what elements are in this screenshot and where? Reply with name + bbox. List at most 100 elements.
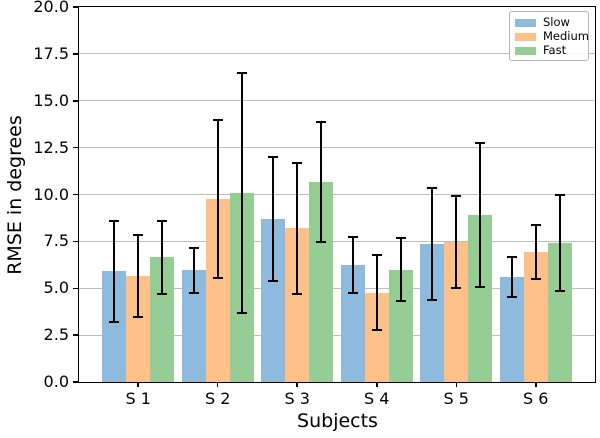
error-bar-line	[399, 237, 402, 302]
x-tick-mark	[376, 382, 378, 387]
bar-fast-S6	[547, 243, 572, 382]
error-bar-cap-top	[451, 195, 462, 198]
bar-medium-S5	[444, 242, 469, 382]
x-tick-label: S 6	[523, 389, 549, 408]
x-tick-label: S 4	[364, 389, 390, 408]
bar-slow-S1	[102, 271, 127, 382]
error-bar-cap-top	[506, 256, 517, 259]
y-tick-mark	[72, 334, 78, 336]
error-bar-cap-top	[347, 235, 358, 238]
y-tick-label: 12.5	[33, 137, 69, 157]
y-tick-mark	[72, 6, 78, 8]
error-bar-cap-bottom	[188, 291, 199, 294]
error-bar-cap-bottom	[157, 292, 168, 295]
error-bar-line	[479, 142, 482, 288]
error-bar-cap-top	[316, 121, 327, 124]
y-tick-mark	[72, 193, 78, 196]
y-tick-label: 0.0	[43, 372, 69, 391]
bar-medium-S1	[126, 276, 151, 382]
x-tick-label: S 2	[205, 389, 231, 408]
error-bar-cap-top	[371, 254, 382, 257]
y-tick-label: 2.5	[43, 325, 69, 345]
y-tick-mark	[72, 240, 78, 243]
legend: Slow Medium Fast	[509, 11, 589, 61]
error-bar-cap-top	[157, 219, 168, 222]
bar-fast-S1	[150, 257, 174, 382]
error-bar-cap-bottom	[236, 311, 247, 314]
error-bar-line	[161, 220, 164, 294]
bar-slow-S6	[499, 277, 524, 382]
error-bar-cap-bottom	[427, 299, 438, 302]
y-tick-mark	[72, 53, 78, 55]
error-bar-cap-top	[530, 223, 541, 226]
error-bar-cap-bottom	[212, 276, 223, 279]
legend-swatch-fast	[515, 46, 536, 55]
bar-fast-S3	[309, 182, 334, 382]
bar-slow-S3	[261, 218, 286, 382]
y-tick-mark	[72, 287, 78, 289]
error-bar-cap-bottom	[292, 292, 303, 295]
bar-slow-S2	[181, 270, 206, 382]
x-tick-label: S 5	[443, 389, 469, 408]
error-bar-line	[113, 220, 116, 322]
error-bar-cap-top	[427, 186, 438, 189]
y-tick-label: 7.5	[43, 231, 69, 251]
error-bar-line	[296, 162, 299, 294]
error-bar-cap-top	[109, 219, 120, 222]
legend-swatch-medium	[515, 32, 536, 41]
error-bar-cap-top	[395, 236, 406, 239]
error-bar-line	[534, 224, 537, 279]
bar-medium-S6	[523, 251, 548, 382]
error-bar-line	[272, 157, 275, 281]
error-bar-line	[351, 236, 354, 293]
bar-fast-S4	[388, 269, 413, 382]
legend-item-medium: Medium	[515, 30, 589, 43]
legend-item-fast: Fast	[515, 44, 583, 57]
gridline	[79, 53, 595, 55]
legend-label: Slow	[543, 15, 570, 29]
bar-medium-S3	[285, 228, 310, 382]
error-bar-line	[216, 120, 219, 278]
x-tick-mark	[535, 382, 537, 387]
error-bar-cap-bottom	[316, 241, 327, 244]
error-bar-line	[192, 247, 195, 293]
error-bar-cap-bottom	[475, 286, 486, 289]
bar-slow-S5	[420, 244, 445, 382]
error-bar-cap-bottom	[554, 290, 565, 293]
x-axis-title: Subjects	[297, 410, 378, 432]
bar-medium-S4	[364, 292, 389, 382]
y-tick-mark	[72, 381, 78, 383]
error-bar-cap-top	[268, 156, 279, 158]
error-bar-line	[240, 72, 243, 313]
error-bar-cap-bottom	[109, 321, 120, 323]
y-tick-label: 5.0	[43, 278, 69, 298]
error-bar-line	[431, 187, 434, 301]
bar-slow-S4	[340, 264, 365, 382]
error-bar-cap-top	[188, 246, 199, 249]
error-bar-line	[375, 255, 378, 331]
error-bar-cap-top	[554, 194, 565, 197]
x-tick-mark	[296, 382, 298, 387]
bar-medium-S2	[205, 199, 230, 382]
error-bar-line	[137, 234, 140, 318]
error-bar-line	[510, 257, 513, 297]
error-bar-cap-bottom	[451, 287, 462, 290]
gridline	[79, 287, 595, 289]
x-tick-mark	[216, 382, 219, 387]
gridline	[79, 334, 595, 336]
error-bar-cap-bottom	[395, 300, 406, 303]
error-bar-cap-top	[133, 233, 144, 236]
error-bar-cap-bottom	[530, 277, 541, 280]
legend-swatch-slow	[515, 18, 536, 27]
error-bar-cap-bottom	[133, 316, 144, 319]
error-bar-line	[320, 122, 323, 243]
error-bar-line	[455, 196, 458, 289]
legend-label: Fast	[543, 43, 567, 57]
error-bar-line	[558, 195, 561, 292]
gridline	[79, 240, 595, 242]
x-tick-label: S 1	[125, 389, 151, 408]
y-tick-label: 15.0	[33, 90, 69, 110]
gridline	[79, 194, 595, 195]
error-bar-cap-top	[236, 71, 247, 74]
